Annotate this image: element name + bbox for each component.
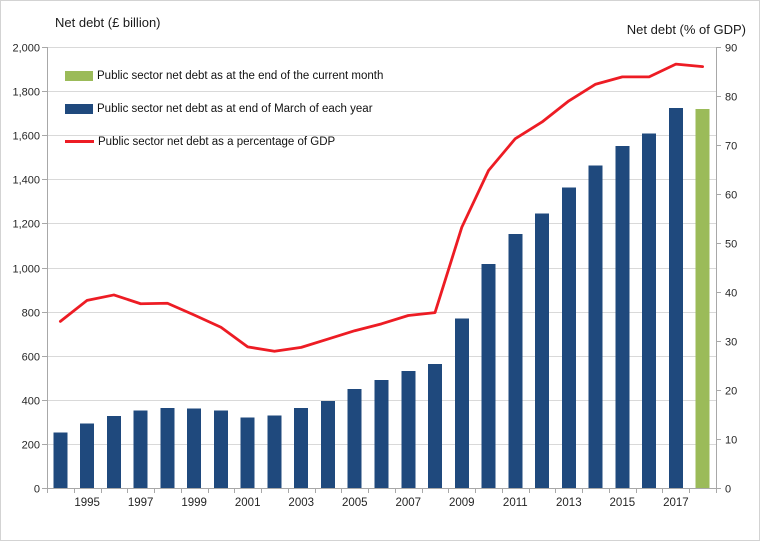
y-right-tick-label: 60 (725, 190, 737, 202)
x-tick-label: 2013 (556, 497, 582, 509)
bar-2007 (401, 371, 416, 488)
bar-2006 (374, 379, 389, 488)
bar-2004 (320, 400, 335, 488)
bar-2012 (535, 213, 550, 488)
y-left-tick-label: 1,000 (12, 264, 40, 276)
y-right-tick-label: 50 (725, 239, 737, 251)
bar-2017 (668, 108, 683, 489)
gdp-percentage-line (58, 62, 705, 353)
bar-2010 (481, 264, 496, 488)
bar-1994 (53, 432, 68, 488)
x-tick-label: 2011 (503, 497, 528, 509)
chart-legend: Public sector net debt as at the end of … (65, 59, 383, 158)
y-left-tick-label: 1,800 (12, 87, 40, 99)
y-left-tick-label: 600 (22, 352, 40, 364)
y-left-tick-label: 1,400 (12, 175, 40, 187)
x-tick-label: 2005 (342, 497, 368, 509)
y-right-tick-label: 90 (725, 43, 737, 55)
legend-label-current-month: Public sector net debt as at the end of … (97, 69, 384, 82)
x-tick-label: 1999 (181, 497, 207, 509)
right-axis-title: Net debt (% of GDP) (626, 22, 746, 37)
y-left-tick-label: 400 (22, 396, 40, 408)
x-tick-label: 2009 (449, 497, 475, 509)
bar-1998 (160, 408, 175, 488)
y-right-tick-label: 0 (725, 484, 731, 496)
bar-2001 (240, 417, 255, 488)
bar-1995 (80, 423, 95, 488)
bar-2011 (508, 234, 523, 488)
x-tick-label: 2007 (395, 497, 421, 509)
legend-label-gdp-line: Public sector net debt as a percentage o… (98, 135, 336, 148)
bar-2016 (642, 133, 657, 488)
legend-label-march-debt: Public sector net debt as at end of Marc… (97, 102, 373, 115)
y-right-tick-label: 30 (725, 337, 737, 349)
bar-2015 (615, 145, 630, 488)
y-right-tick-label: 10 (725, 435, 737, 447)
x-tick-label: 2017 (663, 497, 689, 509)
bar-2013 (561, 187, 576, 488)
x-tick-label: 1995 (74, 497, 100, 509)
y-left-tick-label: 0 (34, 484, 40, 496)
bar-2000 (213, 410, 228, 488)
bar-2002 (267, 415, 282, 488)
x-tick-label: 1997 (128, 497, 154, 509)
legend-item-current-month: Public sector net debt as at the end of … (65, 59, 383, 92)
x-tick-label: 2015 (610, 497, 636, 509)
x-tick-label: 2003 (288, 497, 314, 509)
bar-1997 (133, 410, 148, 488)
legend-swatch-gdp-line-icon (65, 140, 94, 143)
bar-2003 (294, 408, 309, 488)
y-right-tick-label: 20 (725, 386, 737, 398)
bar-2014 (588, 165, 603, 488)
y-right-tick-label: 70 (725, 141, 737, 153)
bar-current-month (695, 109, 710, 488)
y-right-tick-label: 80 (725, 92, 737, 104)
bar-2008 (428, 364, 443, 488)
bar-2009 (454, 318, 469, 488)
y-right-tick-label: 40 (725, 288, 737, 300)
y-left-tick-label: 800 (22, 308, 40, 320)
x-tick-label: 2001 (235, 497, 261, 509)
y-left-tick-label: 200 (22, 440, 40, 452)
left-axis-title: Net debt (£ billion) (55, 15, 161, 30)
legend-item-march-debt: Public sector net debt as at end of Marc… (65, 92, 383, 125)
legend-swatch-march-debt-icon (65, 103, 93, 114)
y-left-tick-label: 1,200 (12, 219, 40, 231)
legend-item-gdp-line: Public sector net debt as a percentage o… (65, 125, 383, 158)
bar-1999 (187, 408, 202, 488)
y-left-tick-label: 1,600 (12, 131, 40, 143)
y-left-tick-label: 2,000 (12, 43, 40, 55)
bar-2005 (347, 388, 362, 488)
legend-swatch-current-month-icon (65, 70, 93, 81)
bar-1996 (106, 416, 121, 488)
